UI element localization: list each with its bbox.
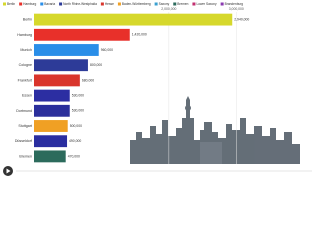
legend-swatch bbox=[40, 2, 44, 6]
legend-label: Hamburg bbox=[23, 2, 36, 6]
bar bbox=[34, 59, 88, 72]
category-label: Bremen bbox=[19, 154, 32, 158]
legend-label: Lower Saxony bbox=[196, 2, 217, 6]
legend-label: Bremen bbox=[177, 2, 188, 6]
legend-swatch bbox=[192, 2, 196, 6]
skyline bbox=[130, 96, 300, 164]
legend-swatch bbox=[100, 2, 104, 6]
play-icon bbox=[6, 168, 11, 174]
value-label: 530,000 bbox=[72, 93, 84, 97]
legend-swatch bbox=[19, 2, 23, 6]
timeline bbox=[3, 166, 312, 176]
page: {"chart_data": {"type": "hbar", "categor… bbox=[3, 2, 312, 176]
bar bbox=[34, 120, 68, 132]
legend-label: Hesse bbox=[105, 2, 114, 6]
category-label: Berlin bbox=[23, 18, 32, 22]
value-label: 1,420,000 bbox=[132, 33, 147, 37]
chart: Berlin Hamburg Bavaria North Rhine-Westphal… bbox=[3, 2, 312, 176]
category-label: Düsseldorf bbox=[15, 139, 32, 143]
legend-label: North Rhine-Westphalia bbox=[63, 2, 97, 6]
value-label: 470,000 bbox=[68, 154, 80, 158]
category-label: Munich bbox=[20, 48, 32, 52]
x-tick-label: 2,000,000 bbox=[161, 7, 176, 11]
bar bbox=[34, 135, 68, 148]
legend-swatch bbox=[117, 2, 121, 6]
legend-swatch bbox=[173, 2, 177, 6]
bar bbox=[34, 44, 99, 56]
value-label: 960,000 bbox=[101, 48, 113, 52]
bar bbox=[34, 104, 70, 117]
value-label: 490,000 bbox=[69, 139, 81, 143]
value-label: 680,000 bbox=[82, 78, 94, 82]
legend-swatch bbox=[220, 2, 224, 6]
value-label: 530,000 bbox=[72, 109, 84, 113]
category-label: Hamburg bbox=[17, 33, 32, 37]
category-label: Essen bbox=[22, 94, 32, 98]
legend-swatch bbox=[154, 2, 158, 6]
legend-swatch bbox=[59, 2, 63, 6]
category-label: Dortmund bbox=[16, 109, 32, 113]
bar bbox=[34, 74, 80, 87]
value-label: 800,000 bbox=[90, 63, 102, 67]
bar bbox=[34, 28, 130, 41]
bar bbox=[34, 89, 70, 102]
legend-label: Berlin bbox=[7, 2, 15, 6]
category-label: Frankfurt bbox=[18, 78, 32, 82]
bar bbox=[34, 13, 233, 26]
category-label: Cologne bbox=[19, 63, 32, 67]
value-label: 500,000 bbox=[70, 124, 82, 128]
legend-label: Saxony bbox=[159, 2, 170, 6]
category-label: Stuttgart bbox=[18, 124, 32, 128]
value-label: 2,940,000 bbox=[234, 17, 249, 21]
legend-label: Brandenburg bbox=[225, 2, 244, 6]
legend-label: Bavaria bbox=[44, 2, 55, 6]
x-tick-label: 3,000,000 bbox=[229, 7, 244, 11]
bar bbox=[34, 150, 66, 163]
legend-swatch bbox=[3, 2, 6, 6]
legend-label: Baden-Württemberg bbox=[122, 2, 151, 6]
